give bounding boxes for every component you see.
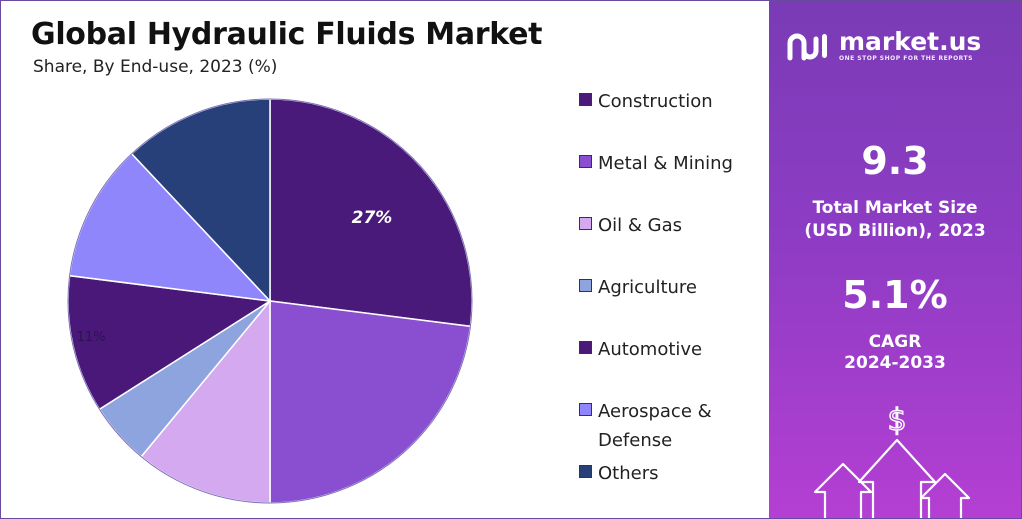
data-label-construction: 27%: [352, 208, 393, 228]
legend-swatch: [579, 217, 592, 230]
chart-title: Global Hydraulic Fluids Market: [31, 17, 543, 52]
market-us-logo-icon: [787, 33, 827, 60]
legend-swatch: [579, 279, 592, 292]
dollar-sign: $: [887, 403, 906, 438]
legend-label: Oil & Gas: [598, 215, 683, 236]
legend-label: Metal & Mining: [598, 153, 733, 174]
legend-swatch: [579, 341, 592, 354]
legend-label: Others: [598, 463, 659, 484]
cagr-value: 5.1%: [842, 273, 948, 317]
chart-panel: Global Hydraulic Fluids Market Share, By…: [1, 1, 769, 518]
dollar-growth-arrows-icon: $: [813, 402, 971, 518]
legend-label: Automotive: [598, 339, 703, 360]
legend-swatch: [579, 93, 592, 106]
pie-chart: 27% 11%: [67, 98, 473, 504]
brand-tagline: ONE STOP SHOP FOR THE REPORTS: [839, 55, 973, 62]
legend-label: Agriculture: [598, 277, 697, 298]
legend-item-agriculture: Agriculture: [579, 273, 758, 302]
market-size-label-line1: Total Market Size: [812, 198, 978, 218]
legend-item-others: Others: [579, 459, 758, 488]
data-label-automotive: 11%: [77, 330, 106, 345]
brand-text: market.us ONE STOP SHOP FOR THE REPORTS: [839, 27, 982, 63]
legend-item-metal-mining: Metal & Mining: [579, 149, 758, 178]
chart-subtitle: Share, By End-use, 2023 (%): [33, 57, 278, 77]
brand: market.us ONE STOP SHOP FOR THE REPORTS: [787, 29, 981, 62]
summary-sidebar: market.us ONE STOP SHOP FOR THE REPORTS …: [769, 1, 1021, 518]
legend-swatch: [579, 465, 592, 478]
pie-slice-metal-mining: [269, 300, 472, 504]
cagr-label-line2: 2024-2033: [844, 353, 946, 373]
legend-item-construction: Construction: [579, 87, 758, 116]
legend-item-automotive: Automotive: [579, 335, 758, 364]
market-size-label-line2: (USD Billion), 2023: [804, 221, 986, 241]
pie-outline: [67, 98, 473, 504]
legend-item-oil-gas: Oil & Gas: [579, 211, 758, 240]
legend-label: Aerospace & Defense: [598, 401, 712, 451]
cagr-label-line1: CAGR: [868, 332, 922, 352]
market-size-value: 9.3: [861, 139, 929, 183]
legend-label: Construction: [598, 91, 713, 112]
legend-swatch: [579, 155, 592, 168]
brand-name: market.us: [839, 27, 982, 56]
legend-swatch: [579, 403, 592, 416]
legend-item-aerospace-defense: Aerospace & Defense: [579, 397, 758, 455]
